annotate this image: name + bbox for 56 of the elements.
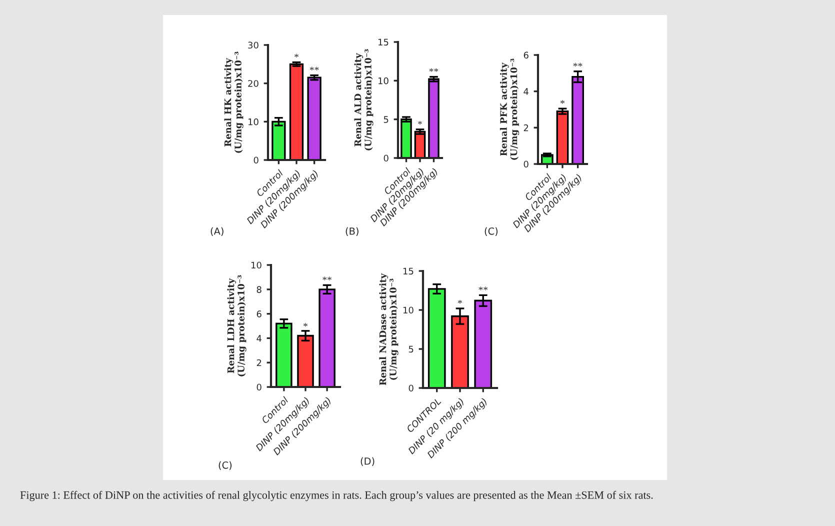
text: (A) xyxy=(210,227,224,236)
y-tick-label: 8 xyxy=(256,286,262,293)
y-axis-title: Renal ALD activity (U/mg protein)x10⁻³ xyxy=(354,49,374,150)
bar xyxy=(318,288,336,387)
bar xyxy=(400,118,412,158)
y-tick-label: 0 xyxy=(384,154,388,162)
y-tick-label: 5 xyxy=(384,116,388,123)
y-tick-label: 10 xyxy=(251,262,262,269)
y-tick-label: 0 xyxy=(524,160,528,168)
y-tick-label: 30 xyxy=(248,42,258,49)
y-tick-label: 10 xyxy=(248,118,258,126)
text: (D) xyxy=(360,457,374,466)
y-axis-title: Renal HK activity (U/mg protein)x10⁻³ xyxy=(224,52,244,153)
annotation: ** xyxy=(573,62,582,66)
annotation: * xyxy=(304,323,308,327)
annotation: * xyxy=(294,54,298,58)
y-tick-label: 10 xyxy=(378,77,388,84)
text: (C) xyxy=(218,461,232,470)
bar xyxy=(428,78,440,158)
bar xyxy=(272,120,286,160)
annotation: * xyxy=(560,100,564,104)
annotation: * xyxy=(458,300,462,304)
bar xyxy=(276,322,292,387)
bar xyxy=(428,288,446,388)
bar xyxy=(297,334,314,387)
annotation: ** xyxy=(322,276,332,280)
y-tick-label: 6 xyxy=(524,52,528,59)
y-tick-label: 2 xyxy=(524,124,528,132)
text: (B) xyxy=(346,227,358,236)
annotation: ** xyxy=(478,286,488,290)
y-tick-label: 0 xyxy=(256,384,262,391)
y-tick-label: 4 xyxy=(256,335,262,342)
y-tick-label: 10 xyxy=(403,306,414,314)
annotation: ** xyxy=(310,66,319,70)
y-tick-label: 0 xyxy=(408,384,414,392)
y-tick-label: 15 xyxy=(378,38,388,46)
text: (C) xyxy=(484,227,498,236)
y-tick-label: 6 xyxy=(256,310,262,318)
y-axis-title: Renal LDH activity (U/mg protein)x10⁻³ xyxy=(227,275,246,376)
bar xyxy=(474,300,492,388)
annotation: ** xyxy=(429,68,438,72)
y-tick-label: 20 xyxy=(248,80,258,87)
y-axis-title: Renal PFK activity (U/mg protein)x10⁻³ xyxy=(500,58,520,160)
annotation: * xyxy=(418,120,422,125)
y-tick-label: 5 xyxy=(408,346,414,353)
bar xyxy=(572,76,584,164)
bar xyxy=(289,63,304,160)
bar xyxy=(414,130,426,158)
y-tick-label: 15 xyxy=(403,268,414,275)
bar xyxy=(307,76,322,160)
caption: Figure 1: Effect of DiNP on the activities of renal glycolytic enzymes in rats. Each group’s values are presented as the Mean ±SEM of six rats. xyxy=(20,490,653,502)
y-axis-title: Renal NADase activity (U/mg protein)x10⁻³ xyxy=(379,273,398,386)
y-tick-label: 0 xyxy=(254,156,258,164)
y-tick-label: 2 xyxy=(256,359,262,366)
y-tick-label: 4 xyxy=(524,88,528,95)
bar xyxy=(556,110,569,164)
